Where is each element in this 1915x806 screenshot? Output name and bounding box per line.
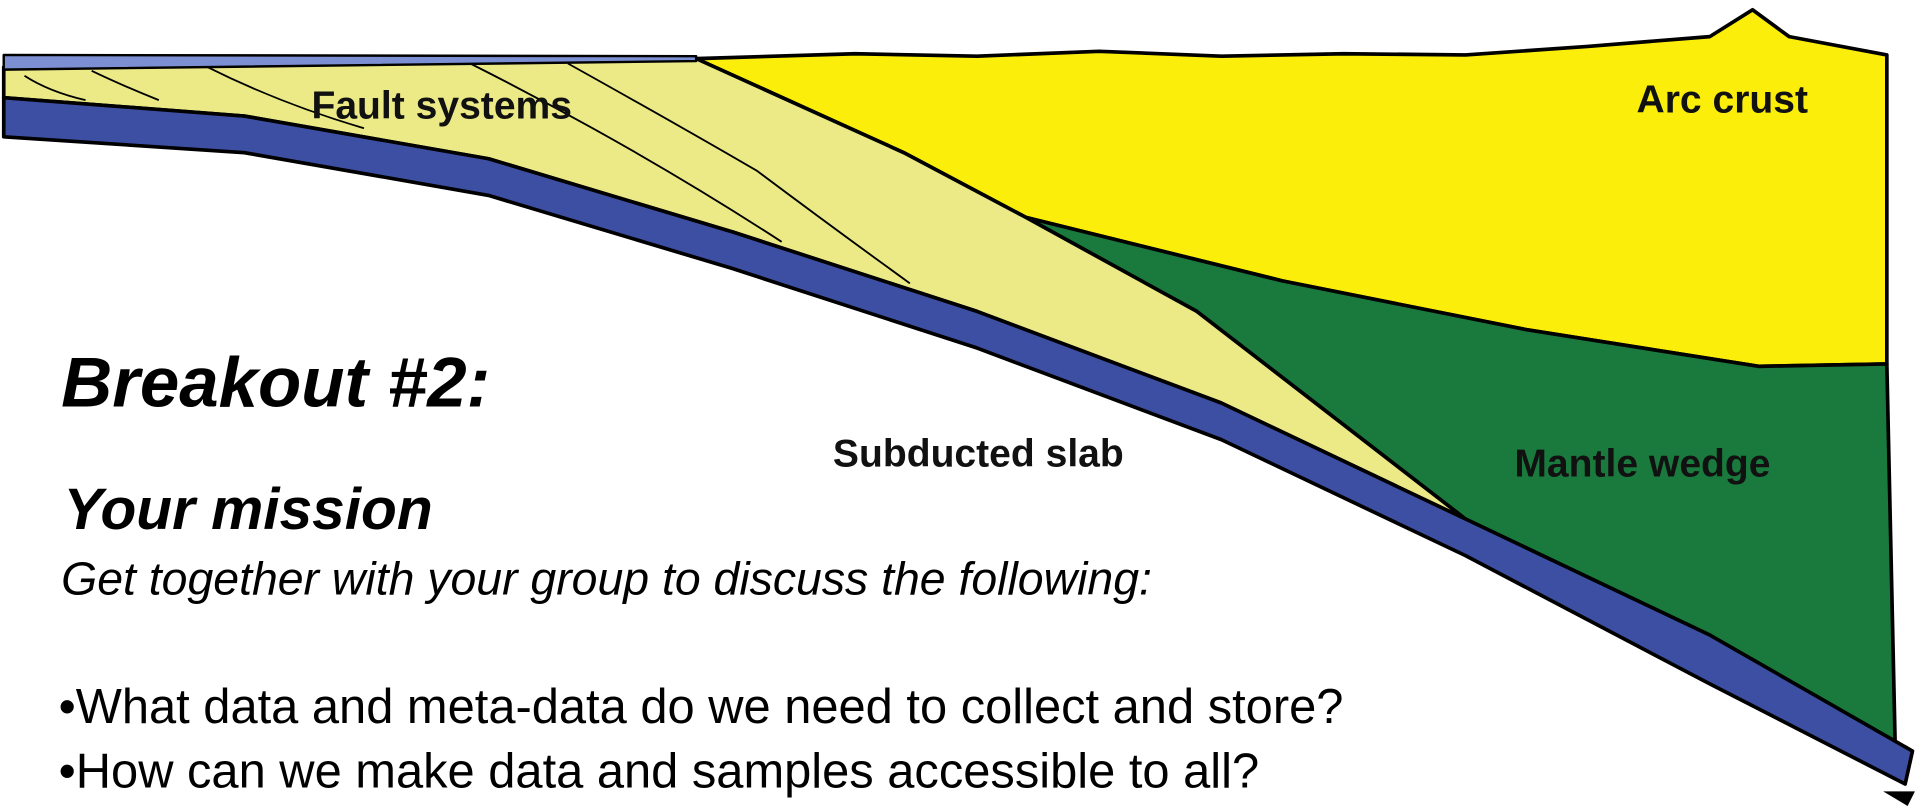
instruction: Get together with your group to discuss … bbox=[61, 553, 1152, 605]
label: Mantle wedge bbox=[1514, 442, 1770, 485]
slide-subtitle: Your mission bbox=[64, 477, 433, 542]
bullet: •How can we make data and samples access… bbox=[59, 745, 1259, 799]
bullet: •What data and meta-data do we need to c… bbox=[59, 680, 1344, 734]
slide-title: Breakout #2: bbox=[61, 344, 490, 423]
label: Arc crust bbox=[1636, 78, 1808, 121]
label: Fault systems bbox=[311, 84, 572, 127]
trench-marker bbox=[1883, 791, 1915, 806]
slide: Fault systems Arc crust Subducted slab M… bbox=[0, 0, 1915, 806]
label: Subducted slab bbox=[833, 433, 1124, 476]
